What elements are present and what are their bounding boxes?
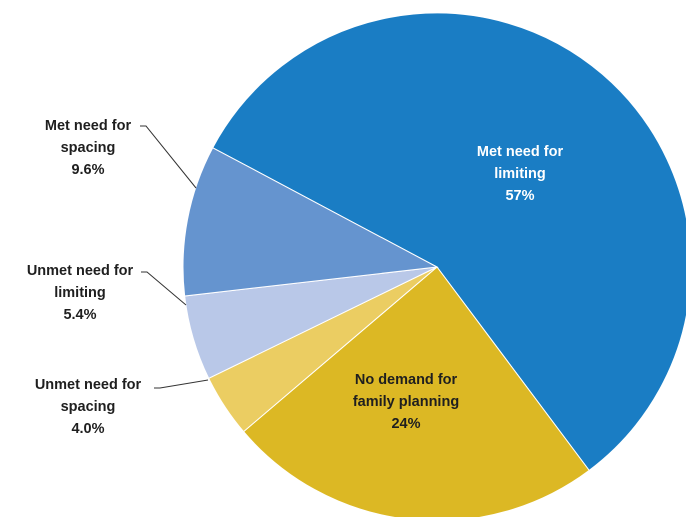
pie-slice-0: [212, 12, 686, 472]
leader-line-4: [140, 125, 197, 189]
slice-label-0-line-0: Met need for: [477, 144, 564, 160]
pie-slice-1: [242, 266, 590, 517]
slice-label-0-line-1: limiting: [494, 166, 546, 182]
slice-label-3-line-1: limiting: [54, 285, 106, 301]
slice-label-4-line-1: spacing: [61, 140, 116, 156]
slice-label-1-line-1: family planning: [353, 394, 459, 410]
slice-label-3-line-0: Unmet need for: [27, 263, 134, 279]
slice-label-2-line-0: Unmet need for: [35, 377, 142, 393]
slice-label-1-line-2: 24%: [391, 416, 420, 432]
pie-slice-4: [182, 147, 439, 297]
slice-label-0-line-2: 57%: [505, 188, 534, 204]
slice-label-2-line-1: spacing: [61, 399, 116, 415]
slice-label-4-line-2: 9.6%: [71, 162, 104, 178]
slice-label-2-line-2: 4.0%: [71, 421, 104, 437]
slice-label-3-line-2: 5.4%: [63, 307, 96, 323]
leader-line-2: [154, 379, 209, 389]
leader-line-3: [141, 271, 187, 306]
slice-label-1-line-0: No demand for: [355, 372, 458, 388]
slice-label-4-line-0: Met need for: [45, 118, 132, 134]
